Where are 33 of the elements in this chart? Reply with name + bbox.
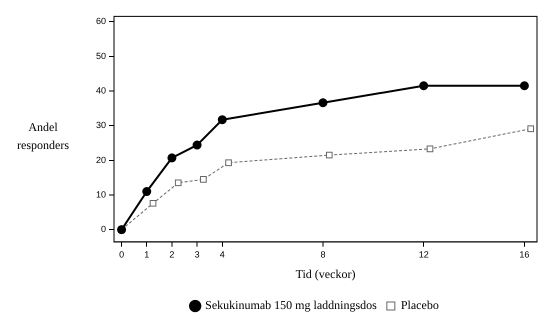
y-tick-label: 0: [100, 224, 106, 234]
point: [520, 81, 529, 90]
point: [167, 153, 176, 162]
legend-label: Sekukinumab 150 mg laddningsdos: [205, 298, 378, 312]
x-axis-title: Tid (veckor): [296, 266, 356, 281]
x-tick-label: 4: [220, 250, 225, 260]
point: [192, 140, 202, 150]
y-tick-label: 20: [96, 154, 106, 165]
x-tick-label: 1: [144, 250, 150, 260]
point: [326, 152, 333, 158]
point: [426, 146, 434, 152]
point: [174, 180, 182, 186]
x-tick-label: 3: [194, 250, 200, 260]
y-tick-label: 60: [96, 16, 106, 26]
point: [142, 187, 152, 196]
y-tick-label: 50: [96, 50, 106, 61]
y-tick-label: 30: [96, 120, 106, 130]
point: [200, 176, 207, 183]
point: [150, 200, 156, 207]
x-tick-label: 12: [418, 250, 429, 260]
point: [218, 115, 227, 124]
y-tick-label: 40: [96, 85, 106, 96]
x-tick-label: 2: [169, 250, 174, 260]
point: [225, 159, 232, 166]
y-tick-label: 10: [96, 189, 106, 200]
point: [527, 125, 534, 132]
x-tick-label: 16: [519, 250, 530, 260]
point: [419, 81, 428, 90]
legend-label: Placebo: [400, 298, 439, 312]
x-tick-label: 0: [119, 250, 124, 260]
point: [318, 98, 328, 108]
x-tick-label: 8: [320, 250, 326, 260]
y-axis-title: Andel responders: [16, 119, 70, 154]
